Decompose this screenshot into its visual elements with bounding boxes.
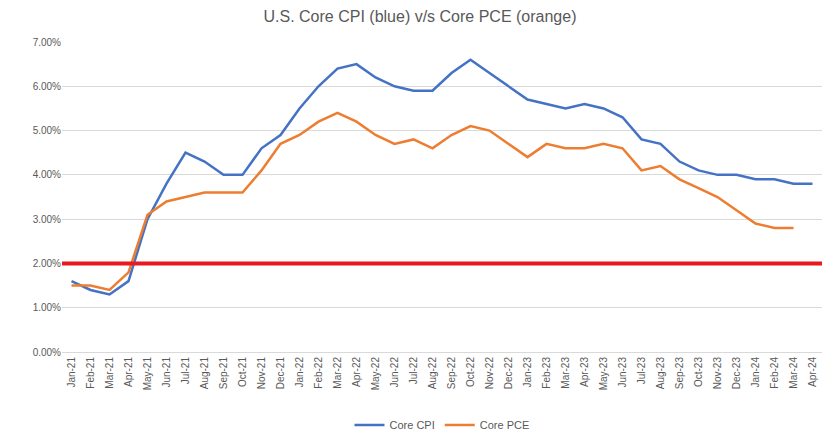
svg-text:Jun-23: Jun-23 (617, 357, 628, 388)
svg-text:Nov-21: Nov-21 (256, 357, 267, 390)
svg-text:Feb-23: Feb-23 (541, 357, 552, 389)
svg-text:Feb-21: Feb-21 (85, 357, 96, 389)
svg-text:Aug-23: Aug-23 (655, 357, 666, 390)
svg-text:Apr-22: Apr-22 (351, 357, 362, 387)
svg-text:Dec-23: Dec-23 (731, 357, 742, 390)
svg-text:Apr-23: Apr-23 (579, 357, 590, 387)
svg-text:Jun-22: Jun-22 (389, 357, 400, 388)
svg-text:Feb-22: Feb-22 (313, 357, 324, 389)
svg-text:Core CPI: Core CPI (390, 419, 435, 431)
svg-text:0.00%: 0.00% (33, 347, 61, 358)
svg-text:Sep-21: Sep-21 (218, 357, 229, 390)
svg-text:Aug-22: Aug-22 (427, 357, 438, 390)
svg-text:Nov-23: Nov-23 (712, 357, 723, 390)
svg-text:Oct-23: Oct-23 (693, 357, 704, 387)
svg-text:Apr-24: Apr-24 (807, 357, 818, 387)
svg-text:5.00%: 5.00% (33, 125, 61, 136)
svg-text:Jun-21: Jun-21 (161, 357, 172, 388)
svg-text:Jan-22: Jan-22 (294, 357, 305, 388)
svg-text:Mar-22: Mar-22 (332, 357, 343, 389)
svg-text:7.00%: 7.00% (33, 37, 61, 48)
svg-text:Oct-21: Oct-21 (237, 357, 248, 387)
svg-text:Feb-24: Feb-24 (769, 357, 780, 389)
svg-text:Sep-22: Sep-22 (446, 357, 457, 390)
svg-text:Apr-21: Apr-21 (123, 357, 134, 387)
svg-text:Mar-23: Mar-23 (560, 357, 571, 389)
svg-text:2.00%: 2.00% (33, 258, 61, 269)
svg-text:Oct-22: Oct-22 (465, 357, 476, 387)
svg-text:Dec-22: Dec-22 (503, 357, 514, 390)
svg-text:May-22: May-22 (370, 357, 381, 391)
svg-text:Core PCE: Core PCE (480, 419, 530, 431)
svg-text:Jan-21: Jan-21 (66, 357, 77, 388)
svg-text:Jul-23: Jul-23 (636, 357, 647, 385)
svg-text:Mar-24: Mar-24 (788, 357, 799, 389)
svg-text:Nov-22: Nov-22 (484, 357, 495, 390)
svg-text:Dec-21: Dec-21 (275, 357, 286, 390)
svg-text:Jul-22: Jul-22 (408, 357, 419, 385)
svg-text:Sep-23: Sep-23 (674, 357, 685, 390)
svg-text:6.00%: 6.00% (33, 81, 61, 92)
svg-text:Jul-21: Jul-21 (180, 357, 191, 385)
svg-text:Jan-23: Jan-23 (522, 357, 533, 388)
svg-text:Aug-21: Aug-21 (199, 357, 210, 390)
svg-text:May-23: May-23 (598, 357, 609, 391)
svg-text:1.00%: 1.00% (33, 302, 61, 313)
svg-text:May-21: May-21 (142, 357, 153, 391)
svg-text:3.00%: 3.00% (33, 214, 61, 225)
svg-text:4.00%: 4.00% (33, 169, 61, 180)
svg-text:U.S. Core CPI (blue) v/s Core: U.S. Core CPI (blue) v/s Core PCE (orang… (264, 8, 577, 25)
svg-text:Jan-24: Jan-24 (750, 357, 761, 388)
svg-text:Mar-21: Mar-21 (104, 357, 115, 389)
